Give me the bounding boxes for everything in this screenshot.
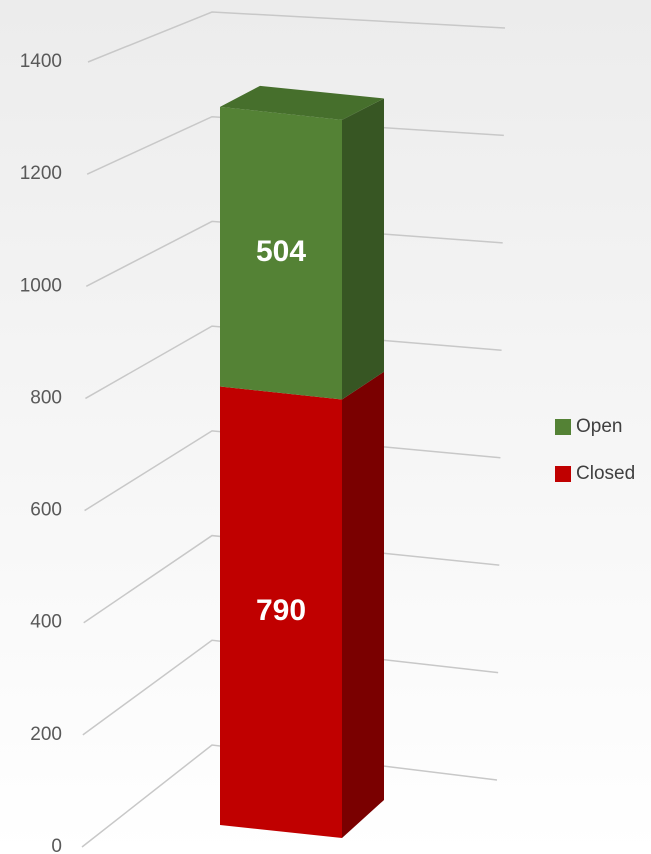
y-tick-label: 800 (30, 387, 62, 408)
grid-line (83, 534, 500, 624)
grid-line (81, 744, 498, 848)
y-tick-label: 600 (30, 500, 62, 521)
bar-front (220, 106, 342, 400)
y-tick-label: 1000 (20, 275, 62, 296)
bar-front (220, 386, 342, 838)
grid-line (84, 430, 501, 512)
grid-line (86, 115, 504, 175)
y-tick-label: 0 (51, 836, 62, 854)
y-tick-label: 200 (30, 724, 62, 745)
grid-line (85, 220, 503, 287)
grid-line (85, 325, 502, 400)
bar-side (342, 98, 384, 400)
grid-line (82, 639, 499, 736)
grid-line (87, 11, 506, 63)
legend-label: Open (576, 416, 622, 437)
data-label: 790 (256, 594, 306, 627)
bar-side (342, 371, 384, 838)
legend-label: Closed (576, 463, 635, 484)
bar-top (220, 85, 384, 120)
y-tick-label: 1200 (20, 163, 62, 184)
y-tick-label: 400 (30, 612, 62, 633)
y-tick-label: 1400 (20, 51, 62, 72)
legend-swatch (555, 419, 571, 435)
data-label: 504 (256, 235, 306, 268)
legend-swatch (555, 466, 571, 482)
